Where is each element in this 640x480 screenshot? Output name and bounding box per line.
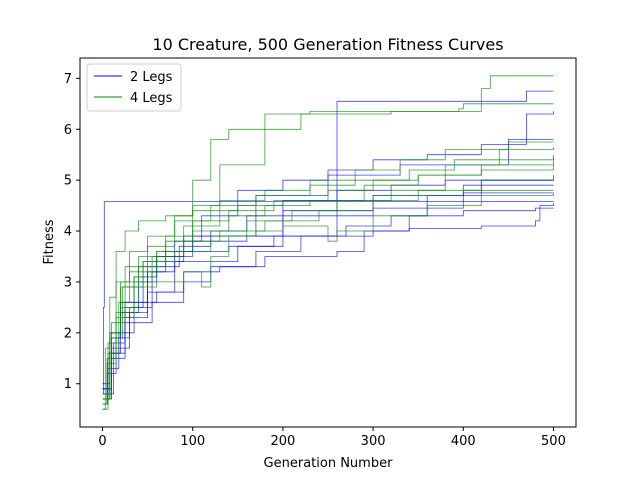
series-line-2-legs-7 [102, 203, 554, 400]
x-axis-ticks: 0 100 200 300 400 500 [98, 427, 566, 449]
plot-lines [102, 75, 554, 410]
y-tick-label: 7 [64, 72, 72, 87]
series-line-4-legs-16 [102, 192, 554, 400]
x-axis-label: Generation Number [264, 456, 394, 471]
series-line-4-legs-11 [102, 103, 554, 405]
series-line-2-legs-8 [102, 111, 554, 395]
series-line-2-legs-5 [102, 179, 554, 390]
series-line-4-legs-18 [102, 157, 554, 400]
series-line-4-legs-12 [102, 75, 554, 400]
plot-frame [79, 57, 577, 428]
legend-label-4-legs: 4 Legs [130, 91, 173, 106]
legend-label-2-legs: 2 Legs [130, 70, 173, 85]
y-axis-ticks: 1 2 3 4 5 6 7 [64, 72, 80, 392]
x-tick-label: 0 [98, 434, 106, 449]
y-tick-label: 3 [64, 275, 72, 290]
y-tick-label: 1 [64, 377, 72, 392]
chart-title: 10 Creature, 500 Generation Fitness Curv… [152, 35, 503, 54]
x-tick-label: 500 [541, 434, 566, 449]
y-tick-label: 4 [64, 225, 72, 240]
y-tick-label: 2 [64, 326, 72, 341]
series-line-4-legs-13 [102, 147, 554, 395]
series-line-4-legs-17 [102, 164, 554, 410]
y-axis-label: Fitness [42, 219, 57, 264]
series-line-4-legs-10 [102, 189, 554, 410]
x-tick-label: 200 [270, 434, 295, 449]
x-tick-label: 300 [361, 434, 386, 449]
x-tick-label: 100 [180, 434, 205, 449]
series-line-4-legs-19 [102, 141, 554, 405]
series-line-2-legs-3 [102, 184, 554, 385]
y-tick-label: 6 [64, 123, 72, 138]
x-tick-label: 400 [451, 434, 476, 449]
legend: 2 Legs 4 Legs [86, 63, 182, 112]
series-line-4-legs-14 [102, 154, 554, 400]
series-line-2-legs-2 [102, 192, 554, 390]
y-tick-label: 5 [64, 174, 72, 189]
series-line-2-legs-1 [102, 90, 554, 400]
